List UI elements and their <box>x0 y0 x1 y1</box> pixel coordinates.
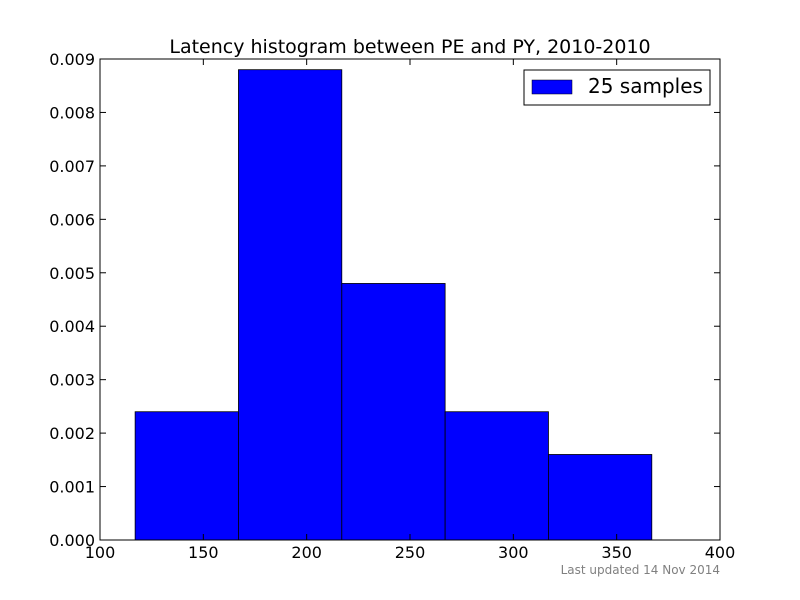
y-tick-label: 0.009 <box>49 50 95 69</box>
bars-group <box>134 69 653 541</box>
x-tick-label: 350 <box>601 543 632 562</box>
histogram-bar-1 <box>134 411 239 541</box>
y-tick-label: 0.007 <box>49 157 95 176</box>
plot-frame <box>99 58 721 541</box>
y-tick-label: 0.008 <box>49 103 95 122</box>
ticks-group: 100 150 200 250 300 350 400 0.000 0.001 0.002 0.00… <box>49 50 735 562</box>
y-tick-label: 0.002 <box>49 424 95 443</box>
x-tick-label: 250 <box>395 543 426 562</box>
y-tick-label: 0.001 <box>49 478 95 497</box>
histogram-bar-2 <box>238 69 343 541</box>
y-tick-label: 0.005 <box>49 264 95 283</box>
legend: 25 samples <box>523 69 711 106</box>
histogram-bar-5 <box>548 454 653 541</box>
histogram-bar-4 <box>444 411 549 541</box>
legend-label: 25 samples <box>588 74 703 98</box>
x-tick-label: 100 <box>85 543 116 562</box>
x-tick-label: 200 <box>291 543 322 562</box>
y-tick-label: 0.003 <box>49 371 95 390</box>
chart-title: Latency histogram between PE and PY, 201… <box>169 36 650 58</box>
y-tick-label: 0.000 <box>49 531 95 550</box>
footer-last-updated: Last updated 14 Nov 2014 <box>561 563 720 577</box>
legend-swatch <box>531 79 573 95</box>
x-tick-label: 300 <box>498 543 529 562</box>
histogram-bar-3 <box>341 283 446 541</box>
y-tick-label: 0.004 <box>49 317 95 336</box>
x-tick-label: 400 <box>705 543 736 562</box>
x-tick-label: 150 <box>188 543 219 562</box>
y-tick-label: 0.006 <box>49 210 95 229</box>
